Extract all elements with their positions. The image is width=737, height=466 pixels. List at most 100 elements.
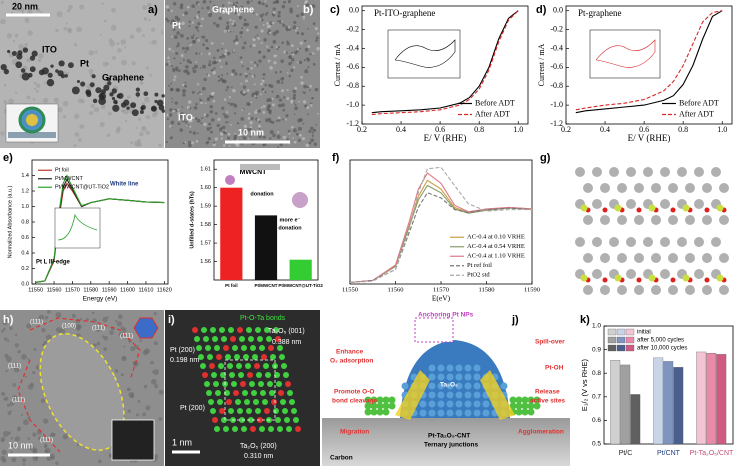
texture <box>281 81 284 84</box>
x-tick-label: 11570 <box>65 287 80 293</box>
series-line <box>575 10 723 114</box>
texture <box>226 24 230 28</box>
texture <box>185 64 189 69</box>
atom <box>600 215 610 225</box>
texture <box>285 114 289 118</box>
texture <box>313 128 317 132</box>
pt-atom <box>382 402 390 410</box>
particle <box>20 68 26 73</box>
atom <box>260 390 266 396</box>
atom <box>251 390 257 396</box>
texture <box>253 83 256 86</box>
texture <box>12 395 18 400</box>
scale-bar-label: 10 nm <box>238 127 264 137</box>
y-tick-label: 0.7 <box>592 394 601 401</box>
texture <box>32 98 36 101</box>
y-tick-label: -1.2 <box>346 119 359 128</box>
texture <box>201 7 204 10</box>
texture <box>171 35 173 38</box>
texture <box>262 110 266 114</box>
texture <box>14 362 18 365</box>
y-tick-label: 1.4 <box>21 173 29 179</box>
texture <box>247 116 251 120</box>
atom <box>277 345 283 351</box>
texture <box>276 134 281 139</box>
texture <box>120 59 127 66</box>
texture <box>302 91 304 93</box>
scale-bar-label: 20 nm <box>12 1 38 11</box>
inset-curve <box>394 39 456 68</box>
texture <box>296 31 300 35</box>
texture <box>249 135 252 138</box>
texture <box>90 103 95 108</box>
texture <box>161 32 164 35</box>
texture <box>168 113 173 117</box>
texture <box>254 25 258 29</box>
texture <box>213 22 216 25</box>
texture <box>286 89 289 92</box>
texture <box>233 40 236 43</box>
inset-curve <box>57 213 98 241</box>
texture <box>160 29 163 33</box>
atom <box>428 382 436 390</box>
texture <box>234 37 239 42</box>
bar <box>706 352 717 445</box>
texture <box>220 132 224 136</box>
texture <box>138 117 142 121</box>
texture <box>231 69 236 73</box>
texture <box>262 90 265 93</box>
atom <box>246 327 252 333</box>
texture <box>234 132 237 135</box>
annotation: (111) <box>8 364 21 370</box>
pt-atom <box>509 396 517 404</box>
texture <box>195 61 198 64</box>
atom <box>217 399 223 405</box>
texture <box>258 134 262 139</box>
particle <box>143 91 149 97</box>
texture <box>207 97 210 99</box>
texture <box>294 29 297 32</box>
texture <box>52 433 56 437</box>
texture <box>14 33 19 38</box>
legend-label: after 5,000 cycles <box>637 338 684 344</box>
x-tick-label: 0.6 <box>435 125 445 134</box>
texture <box>200 53 203 55</box>
atom <box>575 167 585 177</box>
texture <box>177 122 181 126</box>
bar <box>663 361 674 445</box>
particle <box>71 86 80 95</box>
texture <box>151 39 158 45</box>
texture <box>247 137 250 140</box>
texture <box>291 58 295 62</box>
texture <box>296 14 300 18</box>
texture <box>29 445 35 451</box>
y-tick-label: 1.56 <box>200 259 211 265</box>
texture <box>229 30 232 33</box>
annotation: (111) <box>120 334 133 340</box>
texture <box>142 34 146 38</box>
texture <box>153 312 157 316</box>
atom <box>694 167 704 177</box>
texture <box>189 130 192 134</box>
atom <box>250 426 256 432</box>
texture <box>262 77 265 80</box>
texture <box>205 38 209 43</box>
texture <box>23 419 29 426</box>
atom-pt <box>682 204 690 212</box>
particle <box>111 88 117 94</box>
texture <box>8 98 14 104</box>
texture <box>117 77 121 81</box>
texture <box>74 113 80 119</box>
atom <box>277 426 283 432</box>
atom <box>455 391 463 399</box>
texture <box>202 43 206 47</box>
bar <box>620 364 631 445</box>
x-tick-label: Pt/MWCNT@UT-TiO2 <box>278 283 323 288</box>
texture <box>271 103 275 107</box>
texture <box>261 2 265 6</box>
y-axis-label: Normalized Absorbance (a.u.) <box>7 185 13 258</box>
x-tick-label: 11560 <box>387 286 403 293</box>
x-tick-label: 11580 <box>83 287 98 293</box>
texture <box>5 356 12 363</box>
texture <box>33 348 37 352</box>
